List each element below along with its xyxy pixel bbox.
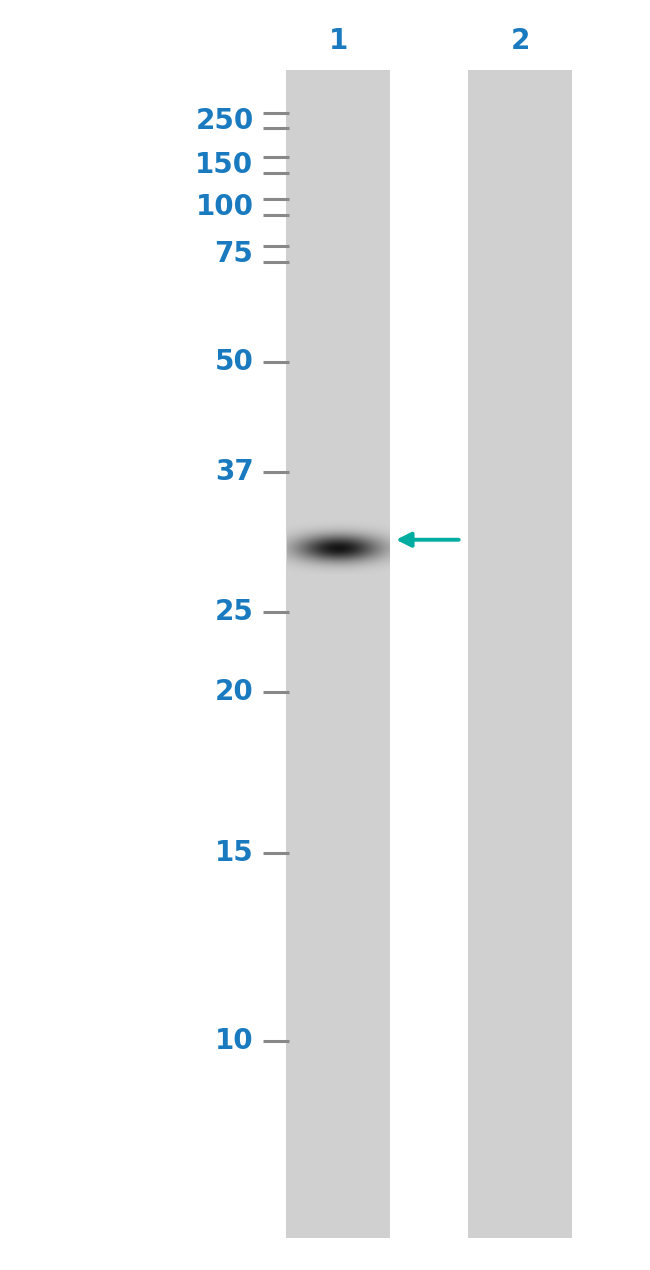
Text: 10: 10 bbox=[215, 1027, 254, 1055]
Text: 150: 150 bbox=[196, 151, 254, 179]
Text: 15: 15 bbox=[214, 839, 254, 867]
Bar bbox=[468, 70, 572, 1238]
Bar bbox=[286, 70, 390, 1238]
Text: 100: 100 bbox=[196, 193, 254, 221]
Text: 50: 50 bbox=[214, 348, 254, 376]
Text: 250: 250 bbox=[195, 107, 254, 135]
Text: 2: 2 bbox=[510, 27, 530, 55]
Text: 37: 37 bbox=[214, 458, 254, 486]
Text: 25: 25 bbox=[214, 598, 254, 626]
Text: 1: 1 bbox=[328, 27, 348, 55]
Text: 20: 20 bbox=[214, 678, 254, 706]
Text: 75: 75 bbox=[214, 240, 254, 268]
